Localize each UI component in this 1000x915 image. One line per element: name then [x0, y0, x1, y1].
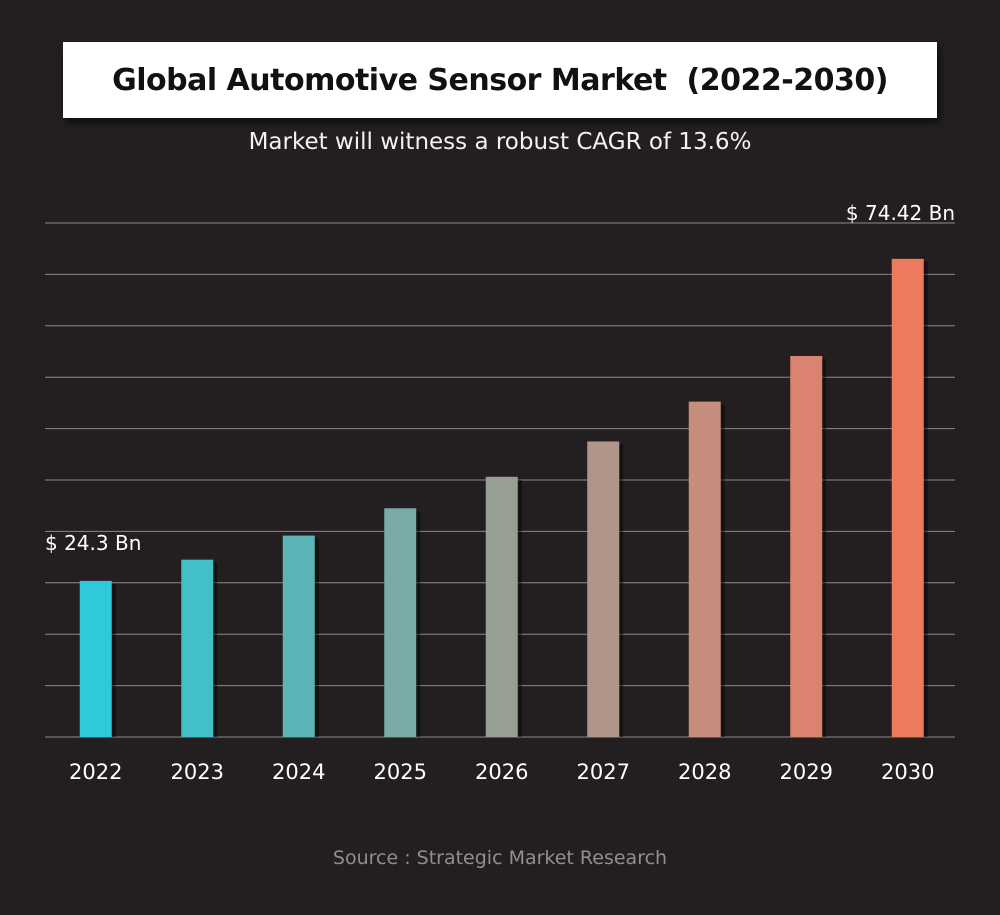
x-tick-label: 2023: [171, 760, 224, 784]
x-tick-label: 2028: [678, 760, 731, 784]
bars: [79, 258, 928, 737]
bar-2029: [790, 355, 823, 737]
x-tick-label: 2022: [69, 760, 122, 784]
bar-2025: [384, 508, 417, 737]
x-axis-ticks: 2022 2023 2024 2025 2026 2027 2028 2029 2030: [69, 760, 934, 784]
x-tick-label: 2026: [475, 760, 528, 784]
title-box: Global Automotive Sensor Market (2022-20…: [63, 42, 937, 118]
chart-subtitle: Market will witness a robust CAGR of 13.…: [248, 129, 752, 155]
bar-2022: [79, 580, 112, 737]
bar-2024: [282, 535, 315, 737]
source-note: Source : Strategic Market Research: [332, 847, 668, 869]
x-tick-label: 2029: [780, 760, 833, 784]
data-label: $ 74.42 Bn: [846, 201, 955, 225]
data-label: $ 24.3 Bn: [45, 531, 141, 555]
x-tick-label: 2025: [374, 760, 427, 784]
bar-2026: [485, 476, 518, 737]
x-tick-label: 2027: [577, 760, 630, 784]
bar-2030: [891, 258, 924, 737]
chart-title: Global Automotive Sensor Market (2022-20…: [112, 62, 888, 98]
data-labels: $ 24.3 Bn $ 74.42 Bn: [45, 201, 955, 555]
bar-2028: [688, 401, 721, 737]
x-tick-label: 2030: [881, 760, 934, 784]
x-tick-label: 2024: [272, 760, 325, 784]
bar-2027: [587, 441, 620, 737]
bar-2023: [181, 559, 214, 737]
